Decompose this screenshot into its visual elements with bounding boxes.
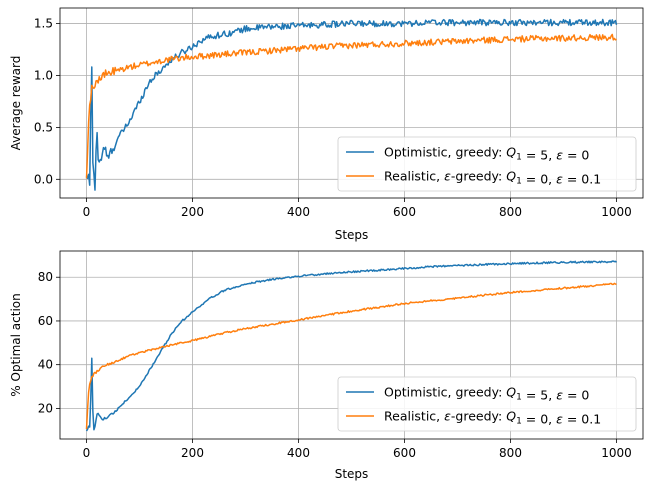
legend: Optimistic, greedy: Q1 = 5, ε = 0 Realist… [337, 376, 637, 432]
y-tick-label: 20 [38, 401, 53, 415]
legend-label: Realistic, ε-greedy: Q1 = 0, ε = 0.1 [384, 169, 601, 187]
series-line-realistic [85, 282, 617, 430]
y-tick-label: 1.5 [34, 17, 53, 31]
x-tick-label: 0 [83, 446, 91, 460]
axes-frame [59, 7, 644, 199]
series-line-optimistic [85, 260, 618, 432]
x-axis-label: Steps [335, 228, 369, 242]
subplot-2: 0 200 400 600 800 1000 20 40 60 80 Steps % Optimal … [9, 250, 644, 481]
legend-box [337, 376, 637, 432]
y-axis-label: % Optimal action [9, 293, 23, 396]
x-tick-label: 400 [287, 205, 310, 219]
x-tick-label: 200 [181, 446, 204, 460]
x-tick-label: 200 [181, 205, 204, 219]
legend: Optimistic, greedy: Q1 = 5, ε = 0 Realist… [337, 136, 637, 192]
x-tick-label: 600 [393, 205, 416, 219]
x-tick-label: 800 [499, 205, 522, 219]
y-tick-label: 0.5 [34, 120, 53, 134]
axes-frame [59, 250, 644, 440]
y-tick-label: 80 [38, 270, 53, 284]
y-tick-label: 60 [38, 314, 53, 328]
x-axis-label: Steps [335, 467, 369, 481]
x-tick-label: 400 [287, 446, 310, 460]
series-line-realistic [85, 33, 617, 179]
legend-label: Realistic, ε-greedy: Q1 = 0, ε = 0.1 [384, 409, 601, 427]
x-tick-label: 600 [393, 446, 416, 460]
y-tick-label: 1.0 [34, 68, 53, 82]
x-tick-label: 0 [83, 205, 91, 219]
legend-box [337, 136, 637, 192]
y-axis-label: Average reward [9, 56, 23, 151]
y-tick-label: 0.0 [34, 172, 53, 186]
x-tick-label: 800 [499, 446, 522, 460]
x-tick-label: 1000 [601, 205, 632, 219]
y-tick-label: 40 [38, 358, 53, 372]
subplot-1: 0 200 400 600 800 1000 0.0 0.5 1.0 1.5 Steps Averag… [9, 7, 644, 242]
legend-label: Optimistic, greedy: Q1 = 5, ε = 0 [384, 145, 589, 163]
legend-label: Optimistic, greedy: Q1 = 5, ε = 0 [384, 385, 589, 403]
x-tick-label: 1000 [601, 446, 632, 460]
